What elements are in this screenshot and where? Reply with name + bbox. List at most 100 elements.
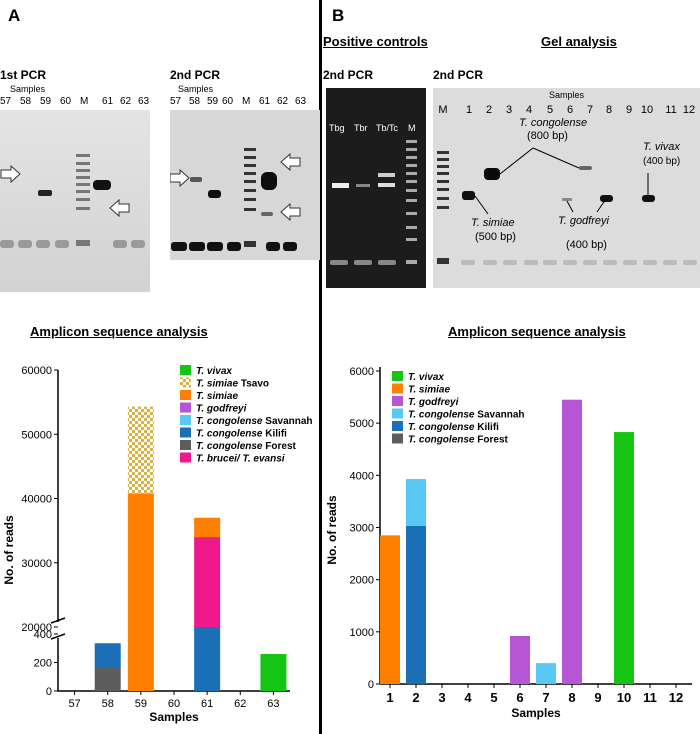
- annotation-labels: T. congolense (800 bp) T. vivax (400 bp)…: [471, 117, 680, 251]
- annotation-godfreyi: T. godfreyi: [558, 215, 610, 227]
- bar-segment: [94, 643, 121, 668]
- primer-dimer-bands: [0, 240, 145, 248]
- panel-a-amplicon-title: Amplicon sequence analysis: [30, 324, 208, 339]
- panel-b-amplicon-title: Amplicon sequence analysis: [448, 324, 626, 339]
- lane-label: 10: [641, 104, 653, 116]
- band-sample-6: [562, 198, 572, 201]
- legend-entry: T. simiae Tsavo: [196, 379, 269, 390]
- band-tbr: [356, 184, 370, 187]
- pcr2-gel-image: [170, 110, 320, 260]
- annotation-vivax: T. vivax: [643, 141, 680, 153]
- primer-dimer-bands: [461, 260, 697, 265]
- band-sample-7: [579, 166, 592, 170]
- band-sample-61-lower: [261, 212, 273, 216]
- gel-background: [170, 110, 320, 260]
- lane-label: 5: [547, 104, 553, 116]
- panel-b-letter: B: [332, 6, 345, 25]
- gel-background: [0, 110, 150, 292]
- x-tick-label: 10: [617, 690, 631, 705]
- lane-label: Tb/Tc: [376, 123, 399, 133]
- lane-label: 63: [295, 96, 307, 107]
- x-tick-label: 4: [464, 690, 472, 705]
- legend-swatch: [392, 421, 403, 431]
- legend-entry: T. simiae: [408, 385, 450, 396]
- lane-label: 61: [259, 96, 271, 107]
- y-tick-label: 200: [34, 658, 52, 670]
- lane-label: 60: [60, 96, 72, 107]
- lane-label: 61: [102, 96, 114, 107]
- y-tick-label: 30000: [21, 558, 52, 570]
- band-sample-59: [208, 190, 221, 198]
- controls-pcr-title: 2nd PCR: [323, 68, 374, 82]
- pcr2-samples-label: Samples: [178, 84, 214, 94]
- bar-segment: [127, 493, 154, 691]
- lane-label: 60: [222, 96, 234, 107]
- legend-entry: T. godfreyi: [196, 404, 247, 415]
- y-tick-label: 1000: [350, 627, 374, 639]
- legend-swatch: [180, 427, 191, 438]
- arrow-icon: [170, 152, 301, 222]
- y-tick-label: 400: [34, 629, 52, 641]
- x-tick-label: 58: [102, 698, 114, 710]
- x-tick-label: 59: [135, 698, 147, 710]
- panel-divider: [319, 0, 322, 734]
- axis-break-mark: [50, 617, 66, 624]
- y-tick-label: 50000: [21, 429, 52, 441]
- panel-a-letter: A: [8, 6, 21, 25]
- x-tick-label: 62: [234, 698, 246, 710]
- y-tick-label: 4000: [350, 470, 374, 482]
- legend-swatch: [180, 452, 191, 463]
- lane-label: 6: [567, 104, 573, 116]
- y-axis-label: No. of reads: [2, 515, 16, 585]
- bar-segment: [406, 478, 426, 526]
- gel-analysis-title: Gel analysis: [541, 34, 617, 49]
- y-tick-label: 5000: [350, 418, 374, 430]
- analysis-lane-labels: M 1 2 3 4 5 6 7 8 9 10 11 12: [438, 104, 695, 116]
- ladder-bands: [76, 154, 90, 246]
- legend-entry: T. congolense Kilifi: [408, 422, 499, 433]
- lane-label: M: [242, 96, 251, 107]
- arrow-icon: [0, 164, 130, 218]
- x-tick-label: 6: [516, 690, 523, 705]
- ladder-bands: [406, 140, 417, 264]
- positive-controls-title: Positive controls: [323, 34, 428, 49]
- bar-segment: [94, 667, 121, 691]
- lane-label: 3: [506, 104, 512, 116]
- y-tick-label: 6000: [350, 366, 374, 378]
- legend-swatch: [392, 408, 403, 419]
- annotation-congolense-size: (800 bp): [527, 130, 568, 142]
- y-tick-label: 60000: [21, 365, 52, 377]
- x-tick-label: 2: [412, 690, 419, 705]
- lane-label: 2: [486, 104, 492, 116]
- legend-swatch: [180, 365, 191, 375]
- band-sample-1: [462, 191, 475, 200]
- legend-swatch: [180, 402, 191, 413]
- band-sample-8: [600, 195, 613, 202]
- x-tick-label: 9: [594, 690, 601, 705]
- annotation-godfreyi-size: (400 bp): [566, 239, 607, 251]
- lane-label: M: [408, 123, 416, 133]
- band-sample-59: [38, 190, 52, 196]
- y-axis-label: No. of reads: [325, 495, 339, 565]
- chart-a-reads: 20000 30000 40000 50000 60000 0 200 400 No. of r…: [2, 365, 313, 724]
- y-tick-label: 3000: [350, 523, 374, 535]
- legend-swatch: [180, 390, 191, 400]
- bar-segment: [194, 627, 221, 691]
- legend-swatch: [180, 415, 191, 425]
- x-tick-label: 60: [168, 698, 180, 710]
- axis-break-mark: [50, 633, 66, 640]
- lane-label: 62: [120, 96, 132, 107]
- bar-segment: [614, 432, 634, 684]
- bar-segment: [260, 653, 287, 691]
- pcr1-title: 1st PCR: [0, 68, 47, 82]
- x-tick-label: 1: [386, 690, 393, 705]
- legend-swatch: [392, 371, 403, 381]
- lane-label: M: [438, 104, 447, 116]
- analysis-gel-image: Samples M 1 2 3 4 5 6 7 8 9 10 11 12 T. congolense (…: [433, 88, 700, 288]
- x-tick-label: 5: [490, 690, 497, 705]
- gel-background: [433, 88, 700, 288]
- legend-entry: T. congolense Forest: [408, 435, 509, 446]
- lane-label: 62: [277, 96, 289, 107]
- legend-swatch: [392, 396, 403, 406]
